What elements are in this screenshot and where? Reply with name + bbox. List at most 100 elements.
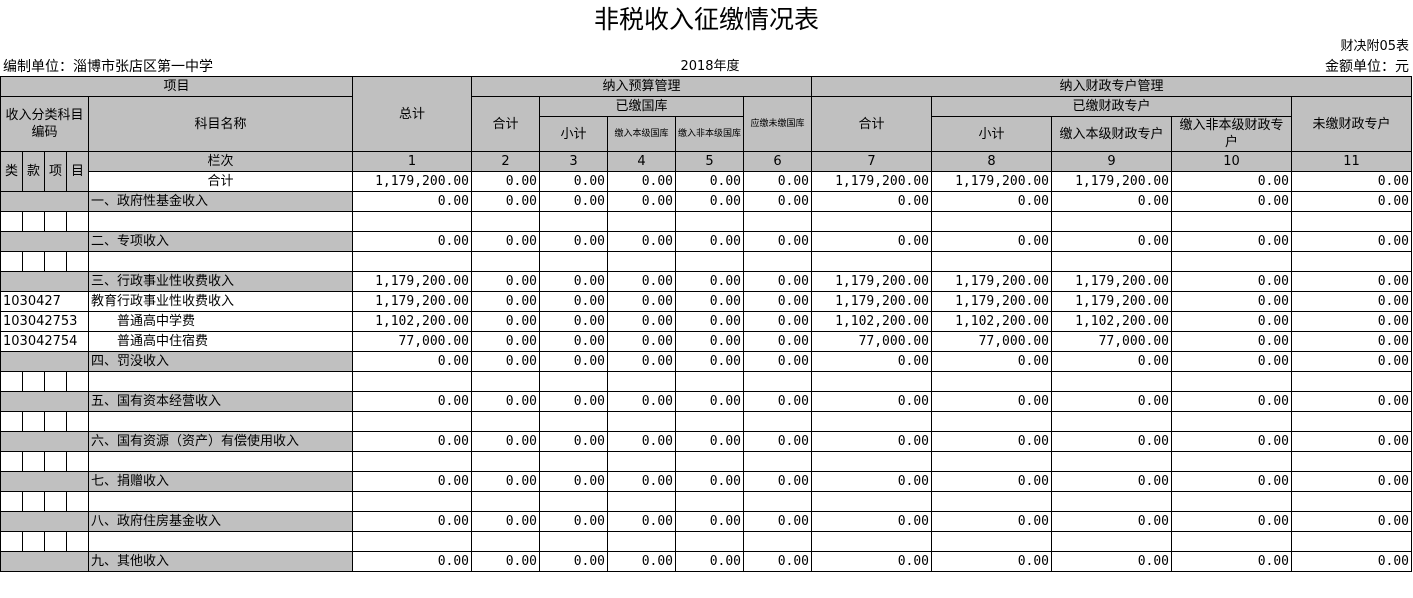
- value-cell: 0.00: [674, 351, 745, 372]
- value-cell: 0.00: [811, 551, 933, 572]
- empty-cell: [674, 451, 745, 472]
- empty-cell: [22, 211, 45, 232]
- column-number: 7: [811, 151, 933, 172]
- value-cell: 0.00: [607, 391, 676, 412]
- header-kuan: 款: [22, 151, 45, 192]
- value-cell: 1,179,200.00: [1051, 271, 1173, 292]
- empty-cell: [674, 371, 745, 392]
- value-cell: 1,179,200.00: [1051, 291, 1173, 312]
- header-special-mgmt: 纳入财政专户管理: [811, 76, 1413, 97]
- empty-cell: [66, 411, 89, 432]
- empty-cell: [931, 411, 1053, 432]
- table-row: 二、专项收入 0.00 0.00 0.00 0.00 0.00 0.00 0.00 0.00 0.…: [0, 231, 1413, 252]
- empty-cell: [539, 531, 608, 552]
- empty-cell: [22, 251, 45, 272]
- value-cell: 0.00: [674, 471, 745, 492]
- column-number: 9: [1051, 151, 1173, 172]
- value-cell: 0.00: [811, 231, 933, 252]
- header-special-local: 缴入本级财政专户: [1051, 116, 1173, 152]
- value-cell: 0.00: [1051, 431, 1173, 452]
- empty-cell: [1051, 211, 1173, 232]
- row-code: [0, 191, 89, 212]
- empty-cell: [743, 251, 813, 272]
- blank-row: [0, 411, 1413, 432]
- table-row: 103042753 普通高中学费 1,102,200.00 0.00 0.00 0.00…: [0, 311, 1413, 332]
- empty-cell: [931, 371, 1053, 392]
- value-cell: 0.00: [471, 331, 540, 352]
- table-row: 五、国有资本经营收入 0.00 0.00 0.00 0.00 0.00 0.00 0.00 0.…: [0, 391, 1413, 412]
- empty-cell: [1171, 451, 1293, 472]
- empty-cell: [539, 491, 608, 512]
- value-cell: 0.00: [1051, 391, 1173, 412]
- value-cell: 0.00: [674, 391, 745, 412]
- value-cell: 0.00: [539, 511, 608, 532]
- empty-cell: [811, 251, 933, 272]
- header-special-subtotal: 小计: [931, 116, 1053, 152]
- value-cell: 0.00: [1291, 311, 1413, 332]
- row-name: 四、罚没收入: [88, 351, 353, 372]
- column-number: 6: [743, 151, 813, 172]
- value-cell: 0.00: [1171, 331, 1293, 352]
- value-cell: 0.00: [1171, 291, 1293, 312]
- value-cell: 0.00: [674, 191, 745, 212]
- row-code: 103042753: [0, 311, 89, 332]
- value-cell: 0.00: [1171, 191, 1293, 212]
- empty-cell: [607, 491, 676, 512]
- value-cell: 0.00: [352, 391, 472, 412]
- value-cell: 0.00: [539, 551, 608, 572]
- value-cell: 0.00: [1291, 191, 1413, 212]
- value-cell: 0.00: [471, 231, 540, 252]
- empty-cell: [674, 411, 745, 432]
- value-cell: 0.00: [471, 471, 540, 492]
- empty-cell: [539, 451, 608, 472]
- value-cell: 0.00: [539, 291, 608, 312]
- value-cell: 0.00: [1291, 351, 1413, 372]
- value-cell: 0.00: [1051, 351, 1173, 372]
- empty-cell: [352, 491, 472, 512]
- value-cell: 1,179,200.00: [352, 271, 472, 292]
- empty-cell: [471, 451, 540, 472]
- empty-cell: [66, 211, 89, 232]
- value-cell: 0.00: [674, 551, 745, 572]
- value-cell: 0.00: [471, 391, 540, 412]
- column-number: 8: [931, 151, 1053, 172]
- value-cell: 0.00: [743, 351, 813, 372]
- column-number: 2: [471, 151, 540, 172]
- value-cell: 0.00: [743, 551, 813, 572]
- table-row: 103042754 普通高中住宿费 77,000.00 0.00 0.00 0.00 0.…: [0, 331, 1413, 352]
- value-cell: 0.00: [1051, 191, 1173, 212]
- empty-cell: [811, 451, 933, 472]
- empty-cell: [352, 451, 472, 472]
- value-cell: 0.00: [1171, 271, 1293, 292]
- empty-cell: [22, 491, 45, 512]
- value-cell: 0.00: [743, 191, 813, 212]
- value-cell: 0.00: [607, 431, 676, 452]
- value-cell: 0.00: [539, 311, 608, 332]
- header-total: 总计: [352, 76, 472, 152]
- value-cell: 0.00: [1291, 471, 1413, 492]
- empty-cell: [1291, 531, 1413, 552]
- value-cell: 0.00: [607, 471, 676, 492]
- value-cell: 0.00: [1171, 511, 1293, 532]
- report-title: 非税收入征缴情况表: [593, 5, 819, 34]
- value-cell: 0.00: [674, 291, 745, 312]
- form-number: 财决附05表: [1340, 39, 1409, 54]
- value-cell: 0.00: [674, 331, 745, 352]
- value-cell: 0.00: [743, 471, 813, 492]
- value-cell: 0.00: [352, 231, 472, 252]
- value-cell: 0.00: [811, 351, 933, 372]
- column-number: 5: [674, 151, 745, 172]
- row-name: 普通高中学费: [88, 311, 353, 332]
- value-cell: 0.00: [352, 471, 472, 492]
- value-cell: 1,102,200.00: [811, 311, 933, 332]
- value-cell: 1,179,200.00: [931, 171, 1053, 192]
- empty-cell: [352, 371, 472, 392]
- value-cell: 0.00: [352, 351, 472, 372]
- value-cell: 0.00: [352, 551, 472, 572]
- value-cell: 0.00: [352, 191, 472, 212]
- value-cell: 0.00: [539, 271, 608, 292]
- row-code: [0, 231, 89, 252]
- empty-cell: [743, 411, 813, 432]
- value-cell: 0.00: [811, 391, 933, 412]
- row-name: 一、政府性基金收入: [88, 191, 353, 212]
